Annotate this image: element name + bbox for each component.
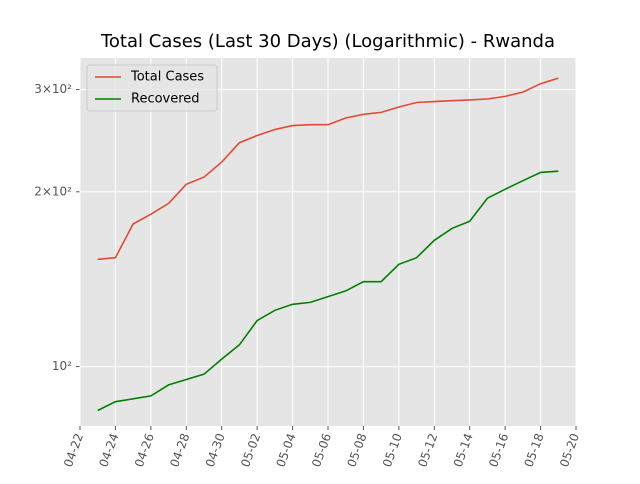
x-tick-label: 04-24 [96, 431, 121, 469]
y-tick-label: 10² [52, 359, 72, 373]
line [97, 170, 559, 412]
x-tick-label: 05-18 [522, 431, 547, 469]
chart-title: Total Cases (Last 30 Days) (Logarithmic)… [100, 31, 555, 52]
x-tick-label: 05-16 [486, 431, 511, 469]
x-tick-label: 05-02 [238, 431, 263, 469]
x-tick-label: 05-04 [274, 431, 299, 469]
x-tick-label: 05-10 [380, 431, 405, 469]
legend-label: Recovered [131, 92, 200, 107]
x-tick-label: 05-12 [415, 431, 440, 469]
x-tick-label: 05-06 [309, 431, 334, 469]
x-tick-label: 05-20 [557, 431, 582, 469]
x-tick-label: 04-22 [61, 431, 86, 469]
x-tick-label: 04-28 [167, 431, 192, 469]
line [97, 77, 559, 261]
legend-label: Total Cases [130, 70, 204, 85]
x-tick-label: 04-30 [203, 431, 228, 469]
x-tick-label: 05-14 [451, 431, 476, 469]
x-tick-label: 04-26 [132, 431, 157, 469]
x-tick-label: 05-08 [344, 431, 369, 469]
y-tick-label: 3×10² [34, 82, 72, 96]
y-tick-label: 2×10² [34, 184, 72, 198]
